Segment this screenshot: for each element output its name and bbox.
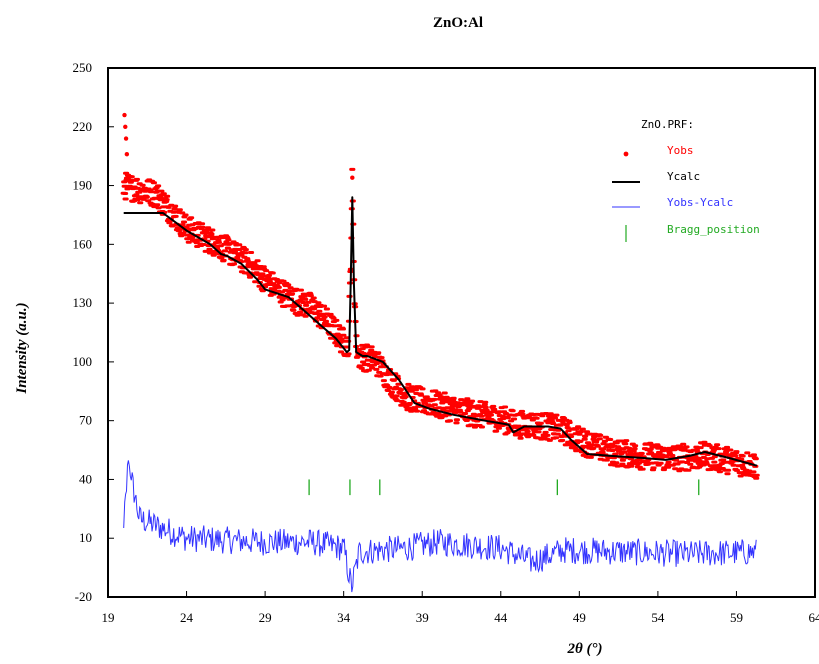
- chart-title: ZnO:Al: [433, 15, 483, 31]
- y-tick-label: 40: [79, 471, 92, 486]
- legend-title: ZnO.PRF:: [641, 118, 694, 131]
- x-tick-label: 39: [416, 610, 429, 625]
- yobs-point: [124, 136, 128, 140]
- yobs-point: [125, 152, 129, 156]
- y-tick-label: 10: [79, 530, 92, 545]
- x-tick-label: 24: [180, 610, 194, 625]
- x-tick-label: 59: [730, 610, 743, 625]
- y-tick-label: 250: [73, 60, 93, 75]
- x-tick-label: 29: [259, 610, 272, 625]
- yobs-point: [350, 176, 354, 180]
- x-tick-label: 49: [573, 610, 586, 625]
- y-tick-label: 190: [73, 178, 93, 193]
- x-tick-label: 54: [651, 610, 665, 625]
- legend-yobs-label: Yobs: [667, 144, 694, 157]
- x-tick-label: 64: [809, 610, 819, 625]
- y-tick-label: 70: [79, 413, 92, 428]
- legend: ZnO.PRF: Yobs Ycalc Yobs-Ycalc Bragg_pos…: [612, 118, 760, 242]
- x-tick-label: 19: [102, 610, 115, 625]
- legend-ycalc-label: Ycalc: [667, 170, 700, 183]
- y-axis-label: Intensity (a.u.): [14, 302, 30, 394]
- y-tick-label: -20: [75, 589, 92, 604]
- x-tick-label: 44: [494, 610, 508, 625]
- yobs-point: [123, 125, 127, 129]
- plot-frame: [108, 68, 815, 597]
- y-tick-label: 220: [73, 119, 93, 134]
- legend-diff-label: Yobs-Ycalc: [667, 196, 733, 209]
- y-tick-label: 100: [73, 354, 93, 369]
- legend-bragg-label: Bragg_position: [667, 223, 760, 236]
- difference-layer: [124, 460, 757, 592]
- y-tick-label: 130: [73, 295, 93, 310]
- observed-layer: [122, 113, 758, 478]
- x-axis-label: 2θ (°): [566, 641, 602, 657]
- y-tick-label: 160: [73, 236, 93, 251]
- series-yobs-points: [122, 169, 758, 478]
- series-yobs-ycalc-line: [124, 460, 757, 592]
- yobs-point: [122, 113, 126, 117]
- bragg-layer: [309, 479, 699, 495]
- x-tick-label: 34: [337, 610, 351, 625]
- legend-yobs-marker: [624, 152, 629, 157]
